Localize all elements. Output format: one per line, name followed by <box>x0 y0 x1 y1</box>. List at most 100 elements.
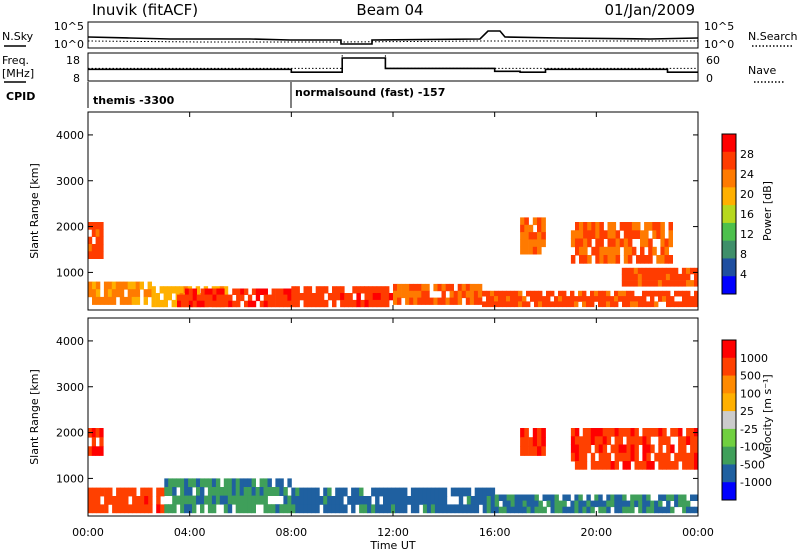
heatmap-cell <box>231 495 237 505</box>
heatmap-cell <box>307 293 313 301</box>
heatmap-cell <box>654 452 659 462</box>
heatmap-cell <box>630 428 635 437</box>
heatmap-cell <box>566 296 571 302</box>
heatmap-cell <box>319 299 325 308</box>
heatmap-cell <box>132 504 137 514</box>
heatmap-cell <box>344 293 349 301</box>
colorbar-tick-label: 16 <box>740 208 754 221</box>
heatmap-cell <box>120 504 125 514</box>
heatmap-cell <box>482 487 488 497</box>
heatmap-cell <box>640 255 645 264</box>
heatmap-cell <box>192 478 197 488</box>
heatmap-cell <box>574 444 580 454</box>
heatmap-cell <box>690 428 695 437</box>
heatmap-cell <box>405 290 410 299</box>
heatmap-cell <box>469 283 475 292</box>
heatmap-cell <box>368 286 374 294</box>
heatmap-cell <box>634 428 639 437</box>
heatmap-cell <box>383 487 388 497</box>
heatmap-cell <box>255 487 260 496</box>
heatmap-cell <box>307 487 312 497</box>
heatmap-cell <box>283 294 288 302</box>
heatmap-cell <box>267 504 272 514</box>
y-tick-label: 2000 <box>56 427 84 440</box>
heatmap-cell <box>474 496 480 505</box>
heatmap-cell <box>283 300 288 308</box>
heatmap-cell <box>562 494 567 501</box>
heatmap-cell <box>352 299 357 308</box>
heatmap-cell <box>88 244 93 252</box>
heatmap-cell <box>184 300 190 308</box>
heatmap-cell <box>227 504 233 514</box>
y-tick-label: 2000 <box>56 221 84 234</box>
heatmap-cell <box>482 290 487 297</box>
heatmap-cell <box>466 496 472 505</box>
heatmap-cell <box>622 428 627 437</box>
heatmap-cell <box>666 461 671 470</box>
heatmap-cell <box>168 478 173 488</box>
heatmap-cell <box>450 487 456 497</box>
heatmap-cell <box>239 504 245 514</box>
heatmap-cell <box>666 290 671 297</box>
heatmap-cell <box>267 294 272 302</box>
heatmap-cell <box>216 294 221 302</box>
heatmap-cell <box>578 461 584 470</box>
heatmap-cell <box>461 290 467 299</box>
heatmap-cell <box>666 506 671 514</box>
heatmap-cell <box>631 246 637 256</box>
heatmap-cell <box>626 436 631 445</box>
heatmap-cell <box>587 255 592 264</box>
colorbar-tick-label: 25 <box>740 405 754 418</box>
heatmap-cell <box>111 289 117 298</box>
heatmap-cell <box>583 222 588 231</box>
heatmap-cell <box>434 504 440 514</box>
heatmap-cell <box>664 246 669 256</box>
heatmap-cell <box>694 494 699 501</box>
heatmap-cell <box>570 500 575 508</box>
heatmap-cell <box>638 461 643 470</box>
heatmap-cell <box>462 504 468 514</box>
heatmap-cell <box>599 238 604 248</box>
heatmap-cell <box>595 246 600 256</box>
heatmap-cell <box>575 230 580 239</box>
heatmap-cell <box>614 461 619 470</box>
heatmap-cell <box>116 487 121 497</box>
heatmap-cell <box>694 273 699 281</box>
heatmap-cell <box>630 452 635 462</box>
y-tick-label: 4000 <box>56 129 84 142</box>
heatmap-cell <box>255 495 260 505</box>
heatmap-cell <box>594 290 599 297</box>
heatmap-cell <box>380 299 386 308</box>
heatmap-cell <box>530 296 535 302</box>
heatmap-cell <box>207 495 213 505</box>
heatmap-cell <box>384 293 390 301</box>
heatmap-cell <box>554 301 559 308</box>
heatmap-cell <box>307 299 313 308</box>
heatmap-cell <box>111 281 117 290</box>
heatmap-cell <box>618 444 623 454</box>
heatmap-cell <box>682 290 687 297</box>
heatmap-cell <box>682 452 687 462</box>
heatmap-cell <box>494 290 499 297</box>
heatmap-cell <box>403 496 408 505</box>
heatmap-cell <box>244 300 249 308</box>
heatmap-cell <box>530 506 535 514</box>
heatmap-cell <box>626 444 631 454</box>
heatmap-cell <box>637 267 643 275</box>
heatmap-cell <box>323 496 328 505</box>
colorbar-tick-label: 4 <box>740 268 747 281</box>
heatmap-cell <box>219 487 225 496</box>
colorbar-swatch <box>722 276 736 295</box>
heatmap-cell <box>95 281 101 290</box>
heatmap-cell <box>200 300 205 308</box>
heatmap-cell <box>682 296 687 302</box>
heatmap-cell <box>520 246 525 255</box>
velocity-colorbar: 1000 500 100 25 -25 -100 -500 -1000 <box>721 339 772 501</box>
heatmap-cell <box>694 506 699 514</box>
heatmap-cell <box>364 299 369 308</box>
heatmap-cell <box>103 289 109 298</box>
heatmap-cell <box>395 487 400 497</box>
heatmap-cell <box>644 238 649 248</box>
heatmap-cell <box>486 296 491 302</box>
heatmap-cell <box>542 301 547 308</box>
